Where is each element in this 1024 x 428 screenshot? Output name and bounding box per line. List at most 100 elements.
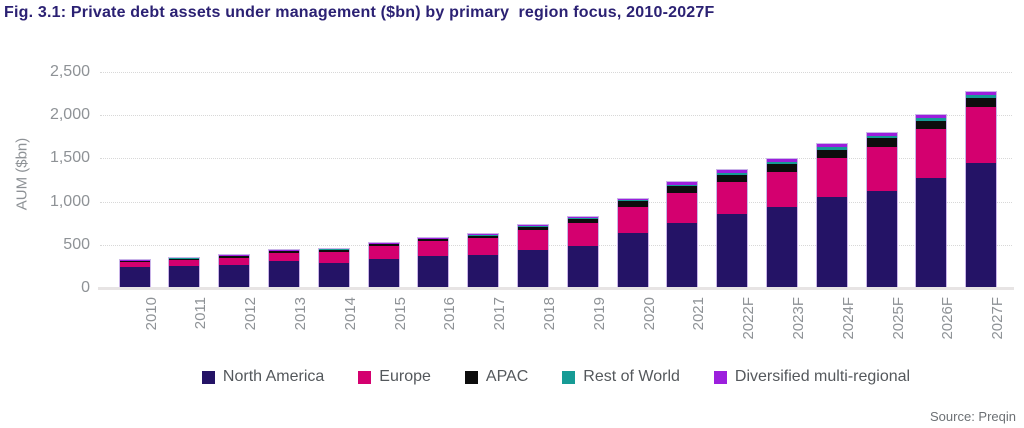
bar-segment-apac — [219, 256, 250, 258]
bar-segment-diversified-multi-regional — [268, 249, 299, 251]
bar-segment-rest-of-world — [766, 162, 797, 164]
bar-2014 — [317, 247, 350, 288]
bar-segment-apac — [318, 249, 349, 252]
bar-segment-apac — [816, 149, 847, 159]
bar-segment-europe — [816, 158, 847, 198]
x-tick-label: 2022F — [740, 297, 758, 340]
bar-segment-diversified-multi-regional — [219, 255, 250, 256]
bar-segment-apac — [966, 97, 997, 108]
bar-2016 — [417, 237, 450, 288]
bar-segment-north-america — [169, 265, 200, 287]
bar-2025F — [865, 132, 898, 288]
bar-segment-north-america — [418, 255, 449, 287]
bar-segment-apac — [717, 174, 748, 183]
bar-segment-north-america — [517, 250, 548, 287]
bar-segment-diversified-multi-regional — [816, 144, 847, 148]
bar-2013 — [267, 248, 300, 288]
chart-title: Fig. 3.1: Private debt assets under mana… — [4, 4, 715, 21]
source-note: Source: Preqin — [930, 409, 1016, 424]
bar-segment-rest-of-world — [617, 200, 648, 202]
legend-label: APAC — [485, 368, 529, 385]
bar-segment-europe — [169, 259, 200, 266]
bar-segment-diversified-multi-regional — [866, 133, 897, 137]
x-tick-label: 2018 — [540, 297, 558, 331]
bar-segment-diversified-multi-regional — [717, 169, 748, 173]
bar-segment-diversified-multi-regional — [119, 260, 150, 261]
bar-segment-apac — [418, 239, 449, 242]
bar-segment-north-america — [119, 266, 150, 287]
x-tick-label: 2017 — [491, 297, 509, 331]
bar-segment-north-america — [816, 197, 847, 287]
bar-segment-europe — [468, 238, 499, 255]
y-tick-label: 2,500 — [49, 63, 90, 80]
bar-segment-europe — [318, 252, 349, 263]
bar-segment-diversified-multi-regional — [418, 238, 449, 239]
gridline-1500 — [100, 158, 1012, 160]
bar-segment-apac — [766, 163, 797, 172]
x-tick-label: 2013 — [291, 297, 309, 331]
bar-segment-north-america — [268, 261, 299, 287]
x-tick-label: 2026F — [939, 297, 957, 340]
bar-segment-europe — [368, 245, 399, 260]
bar-segment-europe — [219, 257, 250, 265]
bar-segment-diversified-multi-regional — [318, 248, 349, 250]
bar-segment-europe — [667, 192, 698, 224]
bar-segment-rest-of-world — [468, 235, 499, 236]
bar-2019 — [566, 215, 599, 288]
bar-segment-europe — [766, 171, 797, 208]
bar-2022F — [716, 168, 749, 288]
bar-segment-north-america — [667, 223, 698, 287]
legend-label: Europe — [379, 368, 431, 385]
bar-segment-diversified-multi-regional — [916, 114, 947, 119]
bar-segment-apac — [866, 137, 897, 148]
bar-segment-rest-of-world — [816, 147, 847, 150]
legend-swatch-icon — [562, 370, 576, 384]
bar-segment-diversified-multi-regional — [368, 242, 399, 244]
bar-2021 — [666, 181, 699, 288]
legend-item-north-america: North America — [201, 368, 324, 386]
y-tick-label: 2,000 — [49, 106, 90, 124]
plot-area — [100, 60, 1012, 288]
x-tick-label: 2025F — [889, 297, 907, 340]
x-tick-label: 2015 — [391, 297, 409, 331]
x-tick-label: 2010 — [142, 297, 160, 331]
bar-segment-diversified-multi-regional — [766, 158, 797, 163]
x-tick-label: 2027F — [989, 297, 1007, 340]
bar-segment-diversified-multi-regional — [667, 182, 698, 186]
y-tick-label: 0 — [81, 279, 90, 296]
bar-2020 — [616, 197, 649, 288]
bar-segment-diversified-multi-regional — [567, 216, 598, 218]
y-tick-label: 1,000 — [49, 192, 90, 210]
bar-segment-apac — [667, 186, 698, 193]
bar-segment-diversified-multi-regional — [169, 257, 200, 259]
bar-segment-apac — [368, 244, 399, 246]
bar-segment-diversified-multi-regional — [468, 234, 499, 236]
x-tick-label: 2020 — [640, 297, 658, 331]
bar-2012 — [218, 254, 251, 288]
x-tick-label: 2011 — [192, 297, 210, 330]
legend-item-diversified-multi-regional: Diversified multi-regional — [713, 368, 911, 386]
bar-2026F — [915, 113, 948, 288]
bar-segment-europe — [966, 107, 997, 163]
x-tick-label: 2019 — [590, 297, 608, 331]
bar-segment-north-america — [966, 162, 997, 287]
bar-segment-north-america — [368, 259, 399, 287]
gridline-2500 — [100, 72, 1012, 73]
bar-segment-diversified-multi-regional — [966, 91, 997, 95]
legend-label: Rest of World — [583, 368, 680, 385]
bar-segment-apac — [468, 235, 499, 239]
bar-segment-north-america — [717, 213, 748, 287]
gridline-2000 — [100, 115, 1012, 117]
bar-segment-apac — [567, 218, 598, 223]
legend-item-europe: Europe — [358, 368, 431, 386]
legend-label: Diversified multi-regional — [734, 368, 911, 385]
bar-segment-europe — [916, 128, 947, 179]
legend-swatch-icon — [713, 370, 727, 384]
bar-segment-north-america — [567, 246, 598, 287]
bar-segment-apac — [617, 201, 648, 207]
y-tick-label: 1,500 — [49, 149, 90, 167]
bar-2023F — [765, 157, 798, 288]
bar-segment-diversified-multi-regional — [617, 198, 648, 201]
bar-segment-rest-of-world — [866, 136, 897, 138]
legend-item-rest-of-world: Rest of World — [562, 368, 680, 386]
